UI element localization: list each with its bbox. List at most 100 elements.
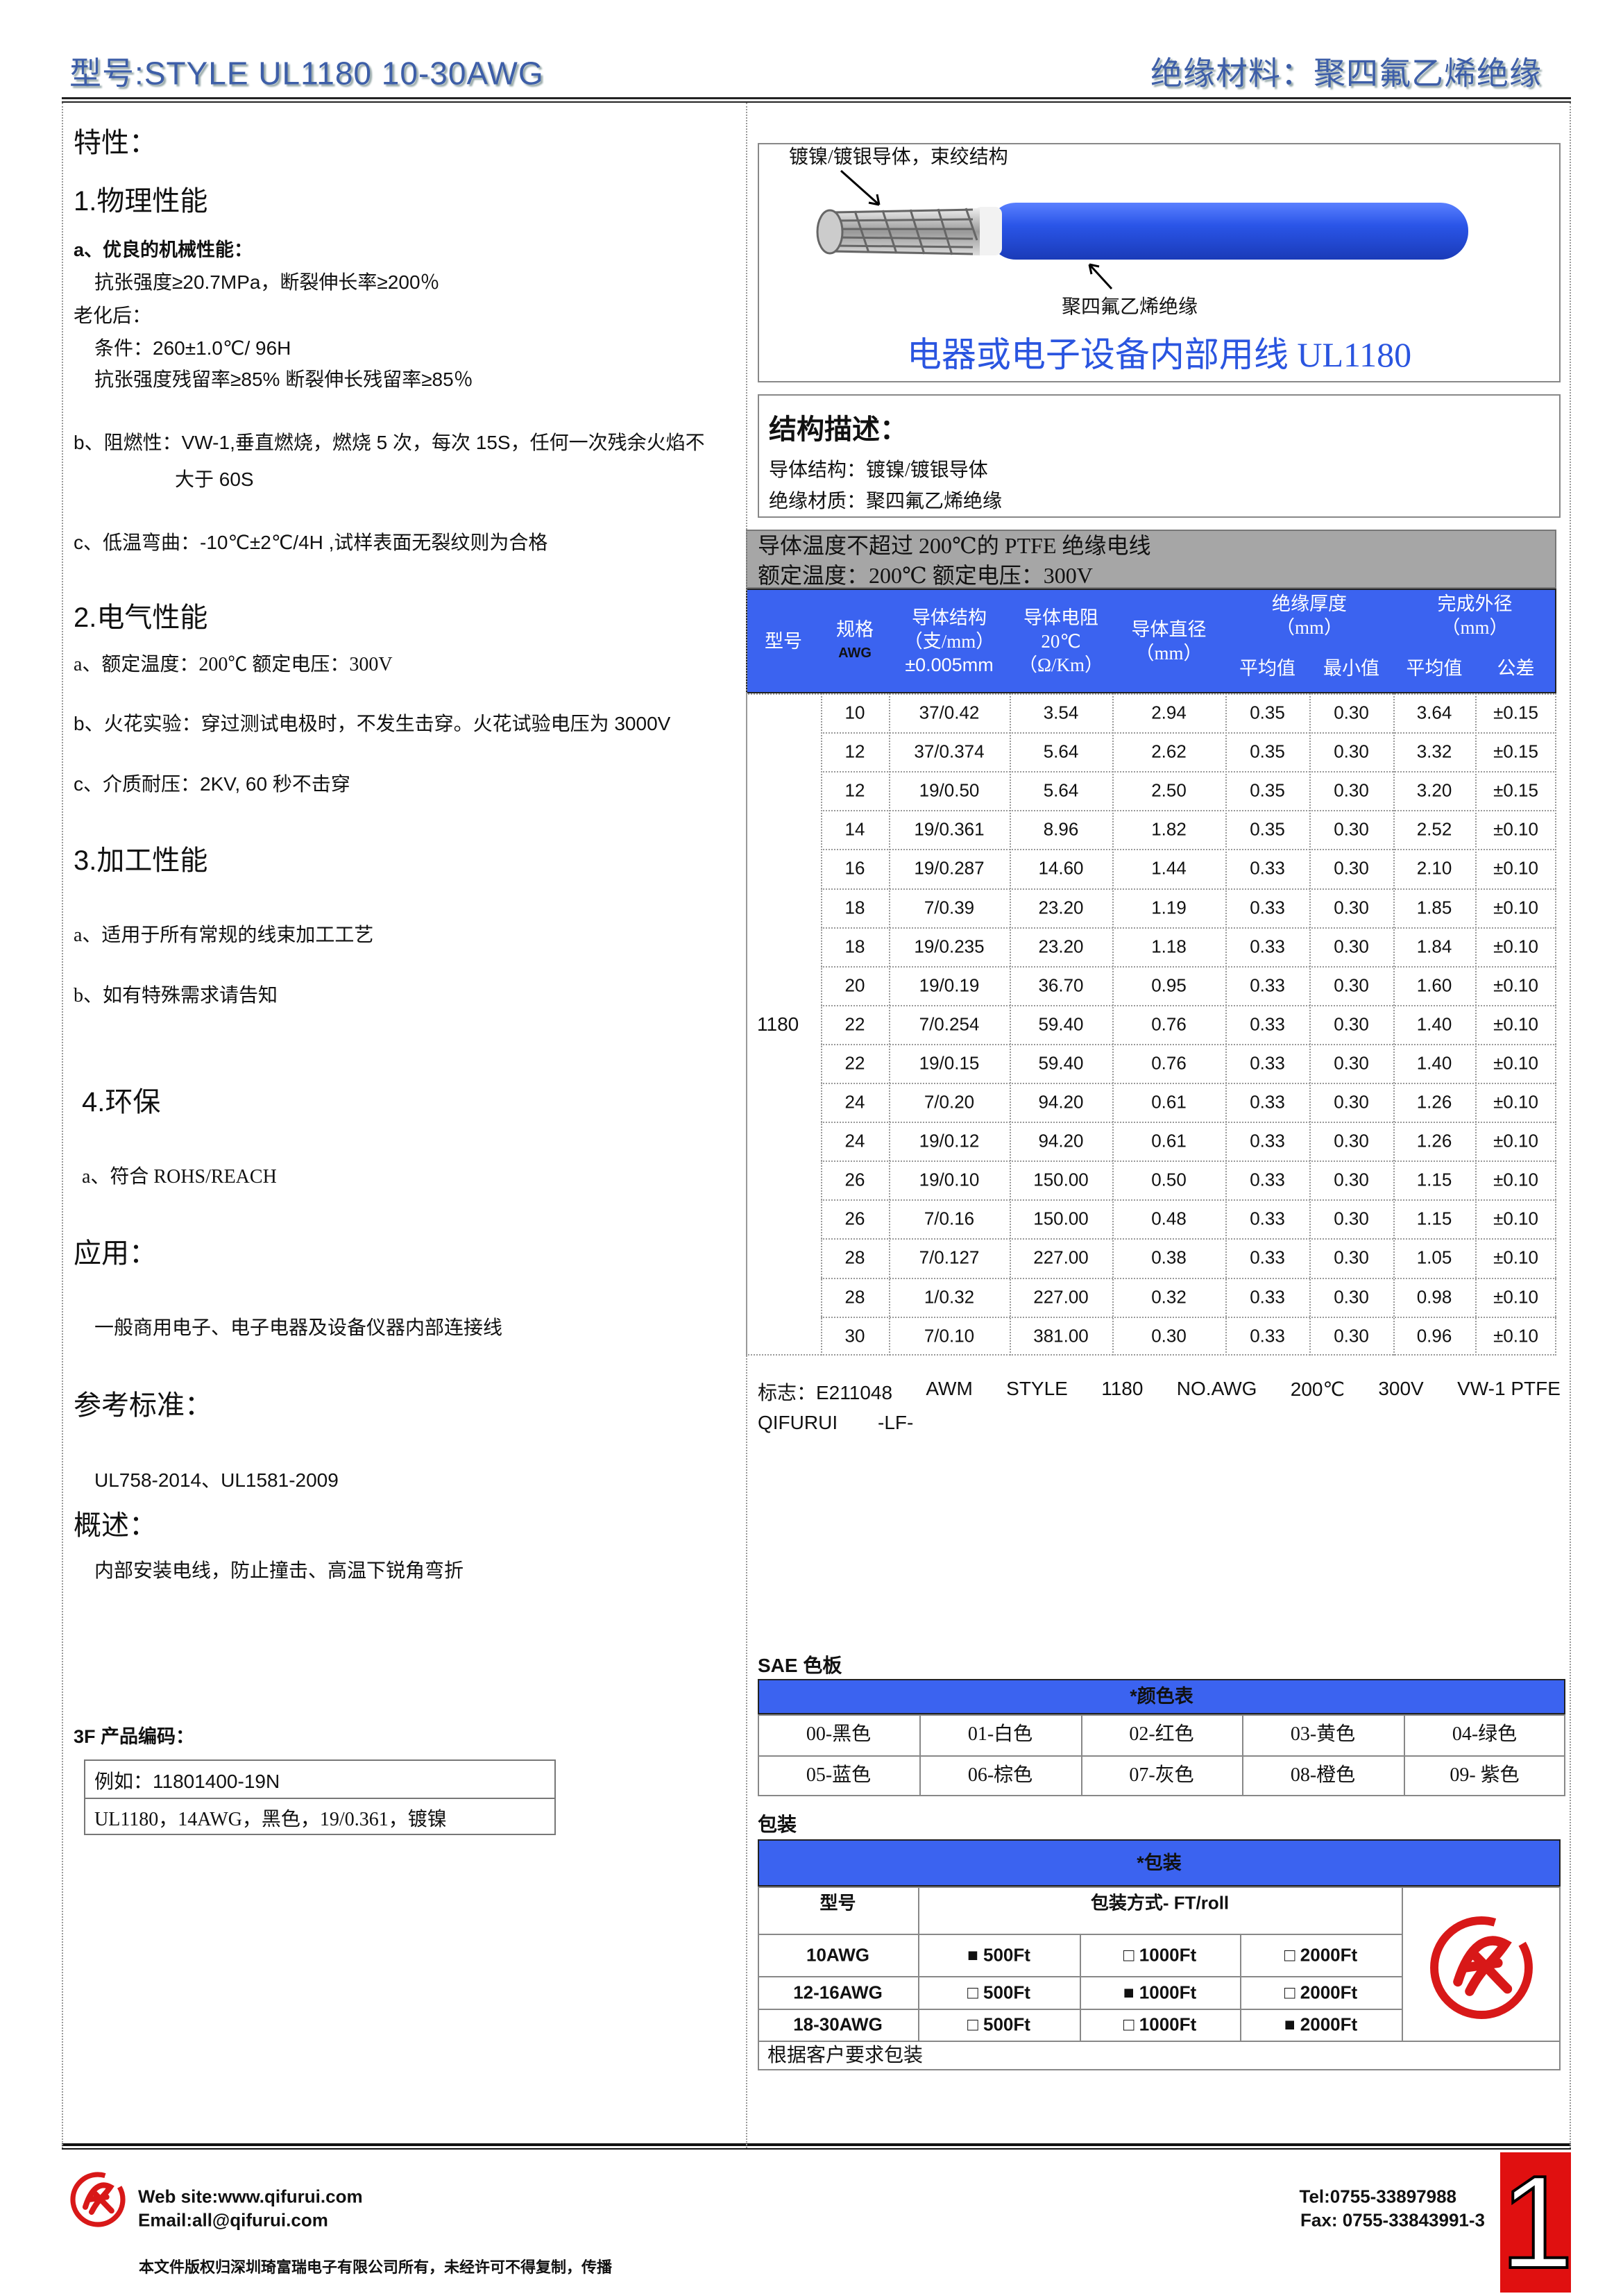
table-cell: ±0.10	[1493, 1285, 1538, 1307]
code-box-divider	[84, 1798, 556, 1799]
table-cell: 0.33	[1250, 857, 1285, 879]
column-divider	[1225, 693, 1227, 1356]
code-box	[84, 1759, 556, 1835]
color-cell: 02-红色	[1129, 1723, 1194, 1746]
column-divider	[1402, 1886, 1403, 2041]
table-cell: 0.33	[1250, 1052, 1285, 1074]
row-divider	[821, 1004, 1556, 1006]
rating-line: 导体温度不超过 200℃的 PTFE 绝缘电线	[758, 532, 1151, 558]
marking-item: 标志：E211048	[758, 1382, 893, 1403]
row-divider	[821, 888, 1556, 890]
marking-item: VW-1 PTFE	[1457, 1378, 1561, 1399]
section-title: 参考标准：	[74, 1390, 212, 1421]
packaging-note: 根据客户要求包装	[767, 2045, 924, 2067]
footer-tel: Tel:0755-33897988	[1299, 2186, 1456, 2207]
marking-item: 1180	[1101, 1378, 1144, 1399]
table-cell: 12	[844, 741, 865, 762]
spec-line: c、低温弯曲：-10℃±2℃/4H ,试样表面无裂纹则为合格	[74, 532, 548, 554]
table-cell: ±0.10	[1493, 1208, 1538, 1229]
table-cell: 0.30	[1334, 1325, 1369, 1347]
column-header: 导体直径	[1131, 618, 1207, 640]
header-material: 绝缘材料：聚四氟乙烯绝缘	[1150, 55, 1542, 92]
table-cell: 28	[844, 1247, 865, 1268]
column-subheader: 最小值	[1323, 657, 1379, 679]
column-header: 完成外径	[1437, 593, 1513, 614]
table-cell: 3.32	[1416, 741, 1452, 762]
table-cell: 0.30	[1334, 1169, 1369, 1190]
footer-fax: Fax: 0755-33843991-3	[1300, 2209, 1485, 2231]
table-cell: 1.60	[1416, 974, 1452, 996]
column-header: ±0.005mm	[905, 654, 994, 675]
table-cell: 16	[844, 857, 865, 879]
header-rule	[62, 97, 1571, 103]
column-header: （mm）	[1441, 616, 1509, 638]
table-cell: 30	[844, 1325, 865, 1347]
marking-item: 300V	[1378, 1378, 1424, 1399]
column-divider	[1081, 1714, 1082, 1755]
marking-item: QIFURUI	[758, 1412, 838, 1434]
table-cell: 0.61	[1151, 1091, 1187, 1113]
color-table	[758, 1714, 1565, 1796]
table-cell: ±0.10	[1493, 1091, 1538, 1113]
table-cell: 23.20	[1038, 896, 1084, 918]
spec-line: b、如有特殊需求请告知	[74, 985, 278, 1007]
table-cell: 0.30	[1151, 1325, 1187, 1347]
table-cell: ±0.15	[1493, 779, 1538, 801]
table-cell: 0.30	[1334, 1130, 1369, 1151]
table-cell: ±0.10	[1493, 1169, 1538, 1190]
color-cell: 07-灰色	[1129, 1764, 1194, 1787]
table-cell: 2.50	[1151, 779, 1187, 801]
table-cell: 0.33	[1250, 896, 1285, 918]
table-cell: 0.32	[1151, 1285, 1187, 1307]
column-divider	[918, 1886, 919, 2041]
row-divider	[821, 1160, 1556, 1163]
column-divider	[1309, 693, 1311, 1356]
column-divider	[1475, 693, 1477, 1356]
table-cell: ±0.10	[1493, 1247, 1538, 1268]
table-cell: 19/0.19	[919, 974, 980, 996]
table-cell: 36.70	[1038, 974, 1084, 996]
wire-illustration	[816, 169, 1468, 290]
spec-line: 条件：260±1.0℃/ 96H	[94, 337, 291, 360]
spec-line: b、火花实验：穿过测试电极时，不发生击穿。火花试验电压为 3000V	[74, 713, 671, 735]
page-border	[62, 103, 1571, 2148]
packaging-option: ■ 500Ft	[967, 1943, 1030, 1965]
column-divider	[1393, 693, 1395, 1356]
column-header: （Ω/Km）	[1018, 654, 1104, 675]
color-chart-title: SAE 色板	[758, 1655, 842, 1677]
section-title: 概述：	[74, 1510, 157, 1541]
structure-box	[758, 394, 1561, 518]
packaging-option: □ 500Ft	[967, 2014, 1030, 2035]
column-divider	[919, 1714, 921, 1755]
row-divider	[758, 1755, 1565, 1757]
color-cell: 08-橙色	[1290, 1764, 1356, 1787]
logo	[1430, 1916, 1533, 2019]
table-cell: 0.96	[1416, 1325, 1452, 1347]
section-title: 3F 产品编码：	[74, 1725, 195, 1747]
packaging-model: 12-16AWG	[793, 1981, 883, 2002]
column-subheader: 平均值	[1239, 657, 1295, 679]
table-cell: 0.33	[1250, 1130, 1285, 1151]
table-cell: 150.00	[1033, 1169, 1089, 1190]
structure-title: 结构描述：	[769, 414, 908, 445]
table-cell: 10	[844, 702, 865, 723]
table-cell: 28	[844, 1285, 865, 1307]
marking-item: -LF-	[878, 1412, 914, 1434]
packaging-model: 18-30AWG	[793, 2014, 883, 2035]
table-cell: 14	[844, 818, 865, 840]
table-cell: 0.30	[1334, 1208, 1369, 1229]
table-cell: 7/0.127	[919, 1247, 980, 1268]
table-cell: 1/0.32	[924, 1285, 975, 1307]
table-cell: 7/0.254	[919, 1013, 980, 1035]
section-heading: 2.电气性能	[74, 602, 208, 633]
packaging-header-bg	[758, 1839, 1561, 1886]
packaging-option: ■ 2000Ft	[1284, 2014, 1358, 2035]
table-cell: 0.35	[1250, 702, 1285, 723]
table-cell: 0.35	[1250, 779, 1285, 801]
footer-copyright: 本文件版权归深圳琦富瑞电子有限公司所有，未经许可不得复制，传播	[139, 2258, 613, 2276]
table-cell: 94.20	[1038, 1130, 1084, 1151]
column-divider	[1240, 1934, 1241, 2041]
color-cell: 04-绿色	[1452, 1723, 1518, 1746]
table-cell: 0.30	[1334, 1285, 1369, 1307]
table-cell: 1.26	[1416, 1130, 1452, 1151]
